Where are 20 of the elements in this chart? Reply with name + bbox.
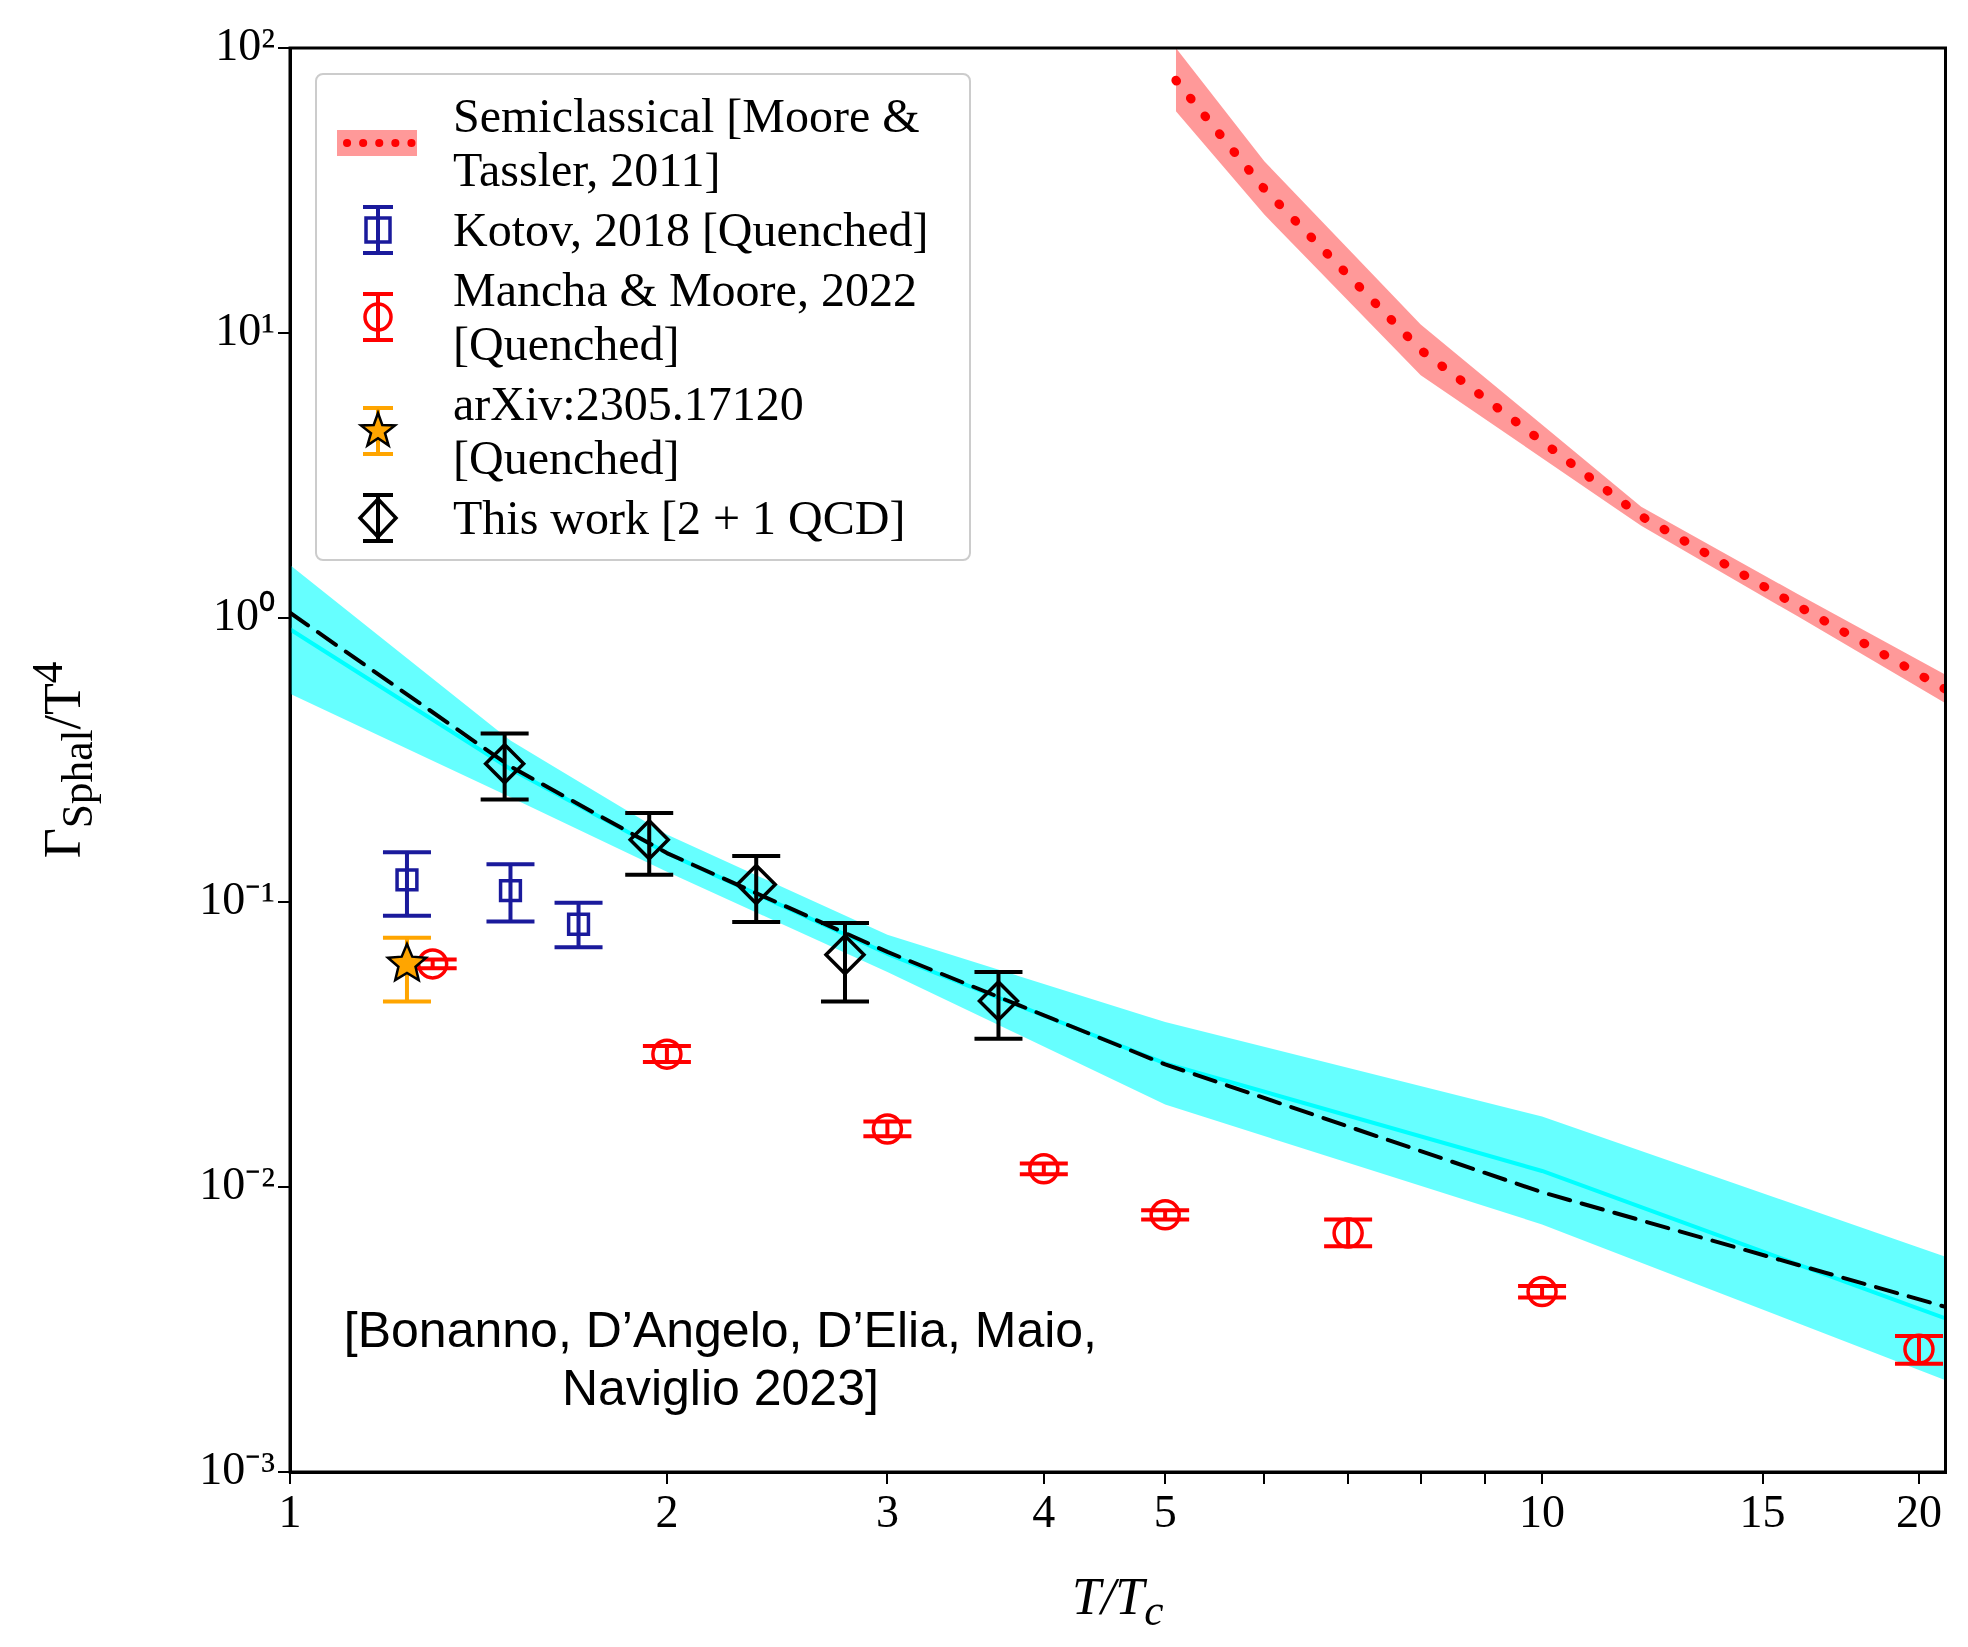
y-tick-label: 10⁻¹ <box>199 873 275 925</box>
x-tick-label: 2 <box>655 1485 679 1537</box>
x-tick-label: 10 <box>1519 1485 1566 1537</box>
x-axis-title: T/T$_{c}$ <box>1071 1567 1164 1636</box>
y-tick-label: 10⁰ <box>213 588 275 640</box>
x-tick-label: 15 <box>1739 1485 1786 1537</box>
x-tick-label: 1 <box>278 1485 302 1537</box>
legend-label: This work [2 + 1 QCD] <box>453 491 906 545</box>
x-tick-label: 3 <box>875 1485 899 1537</box>
legend-label: Kotov, 2018 [Quenched] <box>453 203 929 257</box>
legend-label: arXiv:2305.17120 [Quenched] <box>453 377 805 485</box>
x-tick-label: 20 <box>1895 1485 1942 1537</box>
y-tick-label: 10¹ <box>215 303 275 355</box>
x-tick-label: 5 <box>1153 1485 1177 1537</box>
y-tick-label: 10⁻³ <box>199 1443 275 1495</box>
annotation: [Bonanno, D’Angelo, D’Elia, Maio, Naviglio 2023] <box>342 1301 1098 1418</box>
legend-label: Semiclassical [Moore & Tassler, 2011] <box>453 89 921 197</box>
y-tick-label: 10² <box>215 19 275 71</box>
y-tick-label: 10⁻² <box>199 1158 275 1210</box>
x-tick-label: 4 <box>1032 1485 1056 1537</box>
